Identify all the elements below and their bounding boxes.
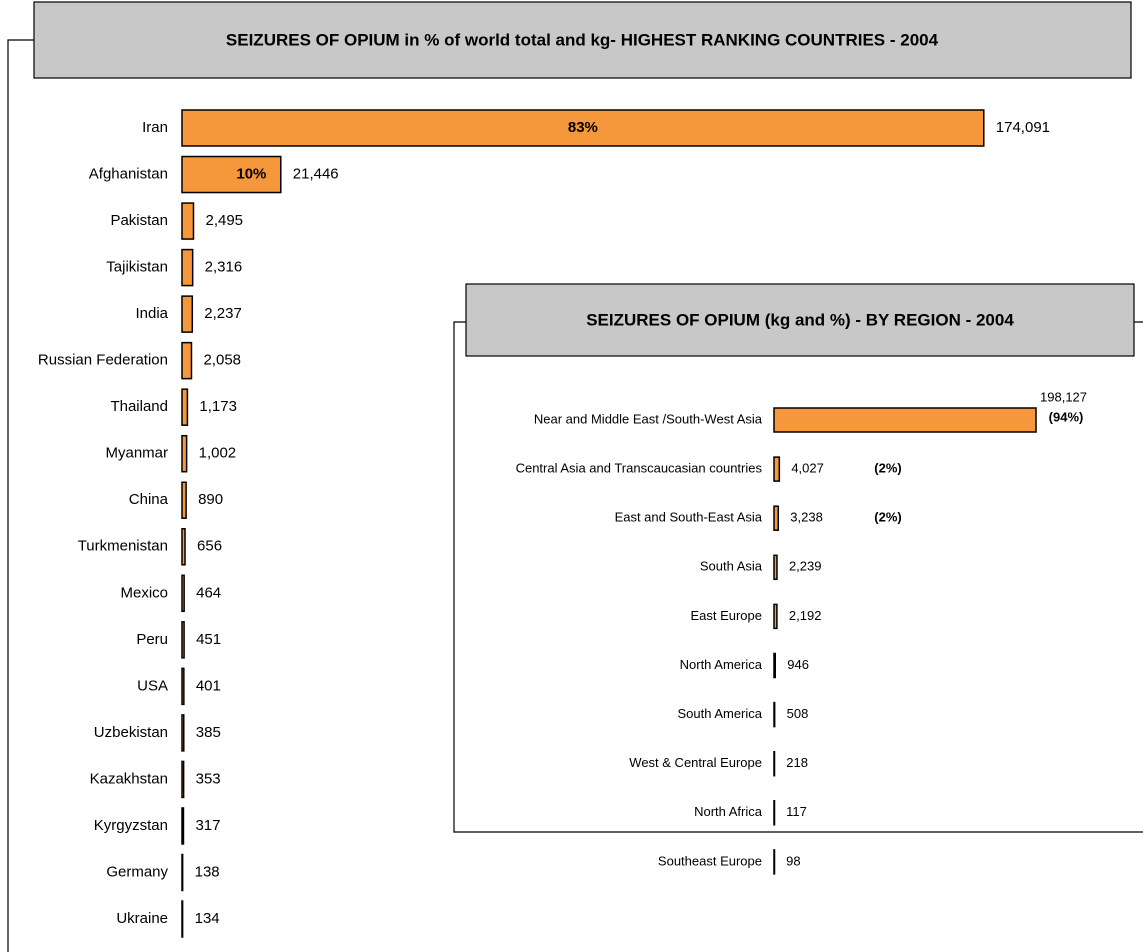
inset-frame [453, 321, 1143, 833]
category-label: Ukraine [116, 910, 168, 927]
category-label: Peru [136, 631, 168, 648]
value-label: 890 [198, 491, 223, 508]
category-label: Thailand [110, 398, 168, 415]
bar [773, 456, 781, 482]
bar [181, 202, 195, 240]
bar [181, 667, 185, 706]
bar [181, 528, 186, 566]
category-label: Germany [106, 863, 168, 880]
category-label: Uzbekistan [94, 724, 168, 741]
value-label: 946 [787, 657, 809, 672]
inset-title-box [465, 283, 1135, 357]
category-label: China [129, 491, 169, 508]
category-label: Near and Middle East /South-West Asia [534, 411, 763, 426]
value-label: 2,239 [789, 559, 822, 574]
value-label: 2,495 [205, 212, 243, 229]
category-label: Iran [142, 119, 168, 136]
bar [773, 603, 778, 630]
bar [181, 574, 185, 613]
bar [181, 341, 193, 380]
bar [181, 109, 985, 147]
share-label: (2%) [874, 461, 901, 476]
bar [773, 800, 776, 826]
bar [181, 481, 187, 519]
category-label: East and South-East Asia [615, 510, 763, 525]
value-label: 385 [196, 724, 221, 741]
category-label: North America [680, 657, 763, 672]
value-label: 21,446 [293, 165, 339, 182]
title-box [33, 1, 1132, 79]
bar [773, 849, 776, 875]
bar [773, 407, 1037, 433]
category-label: Russian Federation [38, 352, 168, 369]
category-label: South America [677, 706, 762, 721]
value-label: 98 [786, 853, 800, 868]
value-label: 1,173 [199, 398, 237, 415]
value-label: 464 [196, 584, 221, 601]
category-label: North Africa [694, 804, 763, 819]
category-label: Central Asia and Transcaucasian countrie… [516, 461, 763, 476]
bar [181, 434, 188, 473]
category-label: Southeast Europe [658, 853, 762, 868]
value-label: 174,091 [996, 119, 1050, 136]
bar [181, 760, 185, 799]
category-label: Myanmar [105, 445, 168, 462]
bar [181, 853, 184, 892]
value-label: 1,002 [199, 445, 237, 462]
bar [181, 714, 185, 752]
value-label: 117 [786, 804, 807, 819]
category-label: Pakistan [110, 212, 168, 229]
value-label: 3,238 [790, 510, 823, 525]
bar [181, 388, 189, 426]
category-label: Mexico [120, 584, 168, 601]
value-label: 2,237 [204, 305, 242, 322]
bar [181, 248, 194, 287]
bar [181, 900, 184, 938]
category-label: West & Central Europe [629, 755, 762, 770]
bar [181, 621, 185, 659]
bar [773, 750, 776, 777]
frame [7, 39, 34, 952]
value-label: 353 [196, 770, 221, 787]
value-label: 4,027 [791, 461, 824, 476]
value-label: 317 [195, 817, 220, 834]
bar [773, 701, 776, 728]
chart-title: SEIZURES OF OPIUM (kg and %) - BY REGION… [586, 310, 1014, 329]
category-label: Tajikistan [106, 259, 168, 276]
bar [181, 807, 185, 845]
share-label: (2%) [874, 510, 901, 525]
category-label: Turkmenistan [78, 538, 168, 555]
value-label: 2,058 [203, 352, 241, 369]
category-label: South Asia [700, 559, 763, 574]
share-label: 83% [568, 119, 598, 136]
share-label: 10% [236, 165, 266, 182]
value-label: 138 [195, 863, 220, 880]
category-label: India [135, 305, 168, 322]
bar [773, 554, 778, 581]
value-label: 401 [196, 677, 221, 694]
value-label: 2,316 [205, 259, 243, 276]
value-label: 656 [197, 538, 222, 555]
bar [773, 652, 777, 679]
value-label: 2,192 [789, 608, 822, 623]
category-label: East Europe [690, 608, 762, 623]
category-label: Kazakhstan [90, 770, 168, 787]
value-label: 198,127 [1040, 389, 1087, 404]
chart-title: SEIZURES OF OPIUM in % of world total an… [226, 30, 939, 49]
category-label: Afghanistan [89, 165, 168, 182]
share-label: (94%) [1049, 409, 1084, 424]
value-label: 508 [787, 706, 809, 721]
value-label: 134 [195, 910, 220, 927]
bar [181, 155, 282, 194]
value-label: 218 [786, 755, 808, 770]
category-label: Kyrgyzstan [94, 817, 168, 834]
category-label: USA [137, 677, 168, 694]
bar [773, 505, 780, 531]
bar [181, 295, 194, 333]
value-label: 451 [196, 631, 221, 648]
